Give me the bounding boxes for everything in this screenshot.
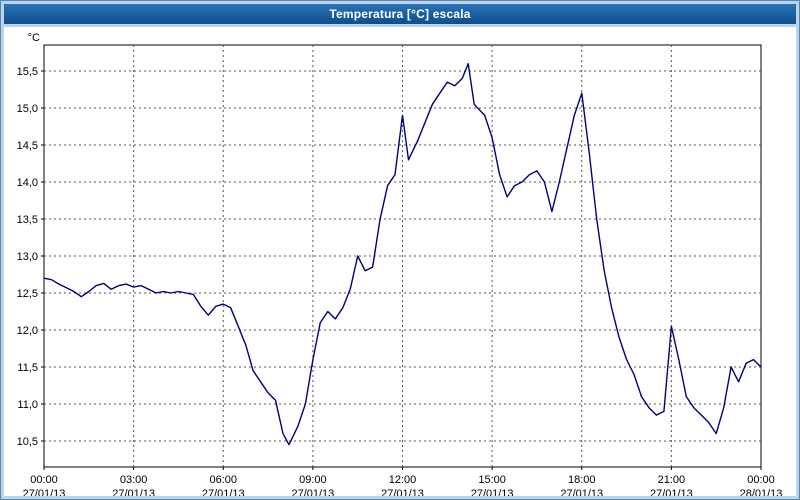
x-tick-date-label: 27/01/13 xyxy=(560,488,603,496)
x-tick-time-label: 21:00 xyxy=(658,474,686,486)
temperature-series-line xyxy=(43,62,762,446)
y-tick-label: 12,0 xyxy=(17,325,38,337)
x-tick-date-label: 27/01/13 xyxy=(202,488,245,496)
x-tick-time-label: 15:00 xyxy=(478,474,506,486)
temperature-line-chart: °C 15,5 15,0 14,5 14,0 13,5 13,0 12,5 12,0 11,5 11… xyxy=(17,32,783,496)
x-tick-time-label: 12:00 xyxy=(389,474,417,486)
x-tick-date-label: 27/01/13 xyxy=(291,488,334,496)
y-tick-label: 11,5 xyxy=(17,362,38,374)
x-tick-time-label: 03:00 xyxy=(120,474,148,486)
y-tick-label: 10,5 xyxy=(17,436,38,448)
x-tick-date-label: 27/01/13 xyxy=(650,488,693,496)
x-tick-date-label: 27/01/13 xyxy=(23,488,66,496)
y-tick-label: 13,5 xyxy=(17,214,38,226)
x-tick-time-label: 00:00 xyxy=(747,474,775,486)
y-axis-unit-label: °C xyxy=(28,32,40,44)
window-title-bar: Temperatura [°C] escala xyxy=(4,4,796,24)
x-tick-time-label: 09:00 xyxy=(299,474,327,486)
y-tick-label: 13,0 xyxy=(17,251,38,263)
y-tick-label: 15,0 xyxy=(17,103,38,115)
x-tick-date-label: 28/01/13 xyxy=(740,488,783,496)
y-tick-label: 14,5 xyxy=(17,140,38,152)
chart-panel: °C 15,5 15,0 14,5 14,0 13,5 13,0 12,5 12,0 11,5 11… xyxy=(4,27,796,496)
x-tick-date-label: 27/01/13 xyxy=(112,488,155,496)
y-tick-label: 15,5 xyxy=(17,66,38,78)
y-tick-label: 11,0 xyxy=(17,399,38,411)
y-tick-label: 14,0 xyxy=(17,177,38,189)
x-tick-time-label: 06:00 xyxy=(209,474,237,486)
x-tick-date-label: 27/01/13 xyxy=(381,488,424,496)
x-tick-time-label: 18:00 xyxy=(568,474,596,486)
x-tick-time-label: 00:00 xyxy=(30,474,58,486)
y-tick-label: 12,5 xyxy=(17,288,38,300)
x-tick-date-label: 27/01/13 xyxy=(471,488,514,496)
window-title: Temperatura [°C] escala xyxy=(329,7,471,21)
